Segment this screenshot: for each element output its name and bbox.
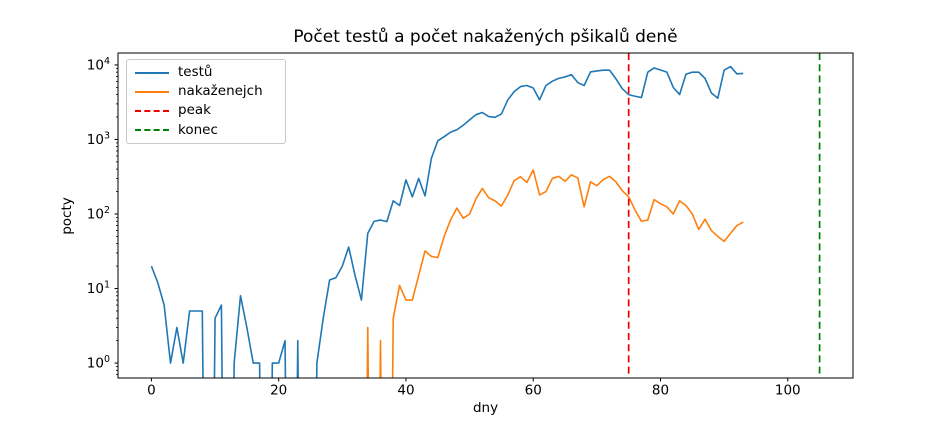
legend-sample-2 — [135, 110, 169, 113]
x-tick-label: 40 — [397, 383, 414, 399]
x-axis-label: dny — [472, 400, 499, 416]
y-axis-label: pocty — [59, 197, 75, 235]
y-tick-label: 104 — [87, 56, 110, 74]
legend-label: testů — [178, 63, 213, 80]
y-tick-label: 100 — [87, 354, 110, 372]
x-tick-label: 80 — [652, 383, 669, 399]
legend: testů nakaženejch peak konec — [126, 59, 286, 144]
legend-sample-0 — [135, 71, 169, 74]
series-layer — [150, 53, 821, 378]
legend-label: nakaženejch — [178, 83, 263, 100]
y-tick-label: 102 — [87, 205, 110, 223]
legend-item-peak: peak — [135, 102, 277, 121]
x-tick-label: 60 — [525, 383, 542, 399]
axes-spines — [117, 52, 854, 379]
legend-item-infected: nakaženejch — [135, 82, 277, 101]
series-line-testů — [150, 65, 744, 378]
series-line-nakaženejch — [366, 169, 744, 378]
y-tick-label: 103 — [87, 130, 110, 148]
legend-item-konec: konec — [135, 121, 277, 140]
legend-label: peak — [178, 102, 211, 119]
chart-title: Počet testů a počet nakažených pšikalů d… — [293, 27, 678, 47]
y-tick-label: 101 — [87, 280, 110, 298]
x-tick-label: 20 — [270, 383, 287, 399]
legend-sample-3 — [135, 129, 169, 132]
x-tick-label: 0 — [147, 383, 156, 399]
legend-sample-1 — [135, 90, 169, 93]
legend-item-tests: testů — [135, 63, 277, 82]
legend-label: konec — [178, 121, 218, 138]
x-tick-label: 100 — [775, 383, 801, 399]
